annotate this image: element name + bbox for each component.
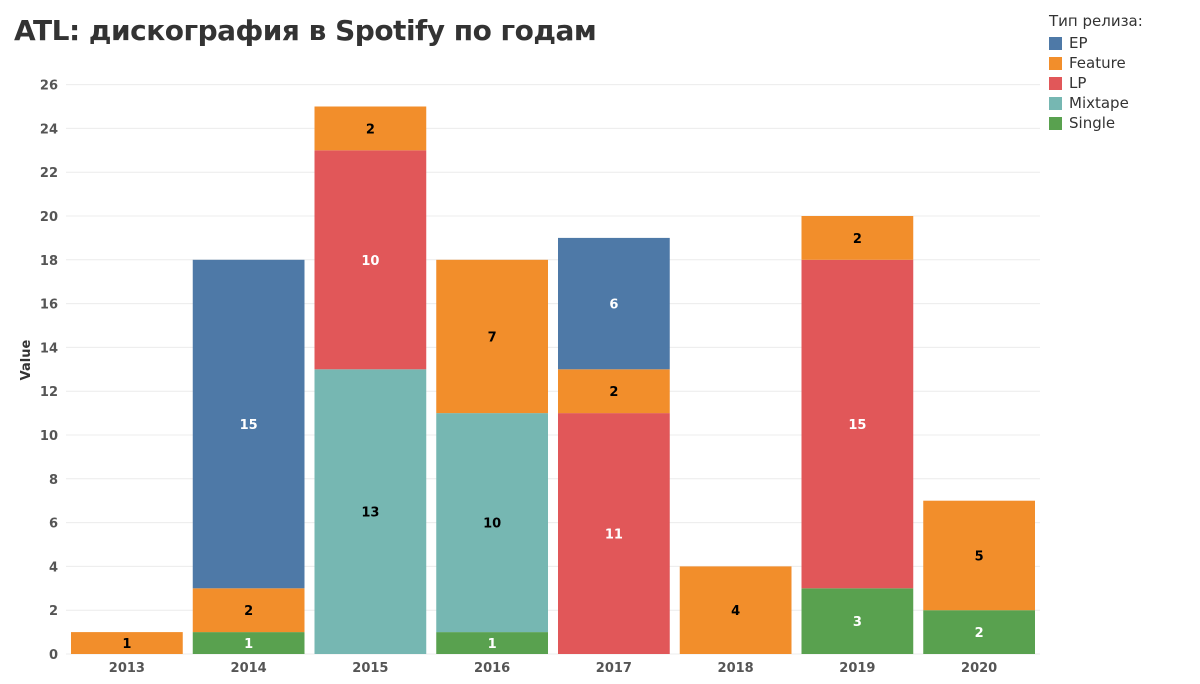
bar-label-2017-lp: 11 [605, 528, 623, 543]
bar-label-2014-ep: 15 [240, 418, 258, 433]
y-tick-label-4: 4 [49, 560, 58, 575]
bar-2013-feature [71, 632, 183, 654]
bar-2014-single [192, 632, 305, 654]
legend: Тип релиза: EP Feature LP Mixtape Single [1049, 12, 1143, 133]
legend-label-mixtape: Mixtape [1069, 94, 1129, 112]
legend-item-lp[interactable]: LP [1049, 73, 1143, 93]
y-tick-label-14: 14 [40, 341, 58, 356]
bar-label-2020-feature: 5 [975, 549, 984, 564]
chart-title: ATL: дискография в Spotify по годам [14, 14, 597, 47]
bar-2017-lp [558, 413, 670, 654]
bar-2015-feature [314, 106, 427, 151]
y-tick-label-26: 26 [40, 79, 58, 94]
legend-swatch-feature [1049, 56, 1062, 70]
x-tick-label-2018: 2018 [718, 661, 754, 676]
bar-label-2019-single: 3 [853, 615, 862, 630]
bar-2019-lp [801, 259, 914, 589]
y-tick-label-24: 24 [40, 122, 58, 137]
legend-label-ep: EP [1069, 34, 1088, 52]
x-tick-label-2017: 2017 [596, 661, 632, 676]
y-tick-label-8: 8 [49, 473, 58, 488]
bar-label-2017-feature: 2 [609, 385, 618, 400]
legend-item-feature[interactable]: Feature [1049, 53, 1143, 73]
bar-2019-feature [801, 216, 914, 260]
bar-label-2016-mixtape: 10 [483, 517, 501, 532]
y-tick-label-0: 0 [49, 648, 58, 663]
bar-label-2014-single: 1 [244, 637, 253, 652]
x-tick-label-2014: 2014 [231, 661, 267, 676]
bar-label-2013-feature: 1 [122, 637, 131, 652]
bar-label-2016-feature: 7 [488, 330, 497, 345]
bar-label-2017-ep: 6 [609, 298, 618, 313]
y-tick-label-22: 22 [40, 166, 58, 181]
y-tick-label-10: 10 [40, 429, 58, 444]
y-tick-label-12: 12 [40, 385, 58, 400]
bar-label-2015-mixtape: 13 [361, 506, 379, 521]
legend-swatch-single [1049, 116, 1062, 130]
bar-label-2015-feature: 2 [366, 122, 375, 137]
y-axis-label: Value [19, 339, 34, 380]
bar-label-2019-lp: 15 [848, 418, 866, 433]
x-tick-label-2019: 2019 [839, 661, 875, 676]
y-tick-label-20: 20 [40, 210, 58, 225]
bar-2017-feature [558, 369, 670, 414]
legend-item-mixtape[interactable]: Mixtape [1049, 93, 1143, 113]
x-tick-label-2013: 2013 [109, 661, 145, 676]
legend-item-single[interactable]: Single [1049, 113, 1143, 133]
bar-2016-feature [436, 259, 548, 414]
bar-2014-feature [192, 588, 305, 633]
bar-label-2018-feature: 4 [731, 604, 740, 619]
y-tick-label-16: 16 [40, 298, 58, 313]
x-tick-label-2015: 2015 [352, 661, 388, 676]
bar-2018-feature [679, 566, 792, 654]
legend-item-ep[interactable]: EP [1049, 33, 1143, 53]
legend-swatch-lp [1049, 76, 1062, 90]
bar-label-2016-single: 1 [488, 637, 497, 652]
bar-label-2020-single: 2 [975, 626, 984, 641]
x-tick-label-2020: 2020 [961, 661, 997, 676]
bar-2020-feature [923, 500, 1035, 611]
legend-title: Тип релиза: [1049, 12, 1143, 30]
y-tick-label-6: 6 [49, 517, 58, 532]
legend-label-lp: LP [1069, 74, 1087, 92]
bar-2020-single [923, 610, 1035, 654]
y-tick-label-2: 2 [49, 604, 58, 619]
legend-swatch-ep [1049, 36, 1062, 50]
bar-label-2019-feature: 2 [853, 232, 862, 247]
bar-2019-single [801, 588, 914, 654]
bar-2015-lp [314, 150, 427, 370]
x-tick-label-2016: 2016 [474, 661, 510, 676]
bar-2016-single [436, 632, 548, 654]
bar-2014-ep [192, 259, 305, 589]
legend-swatch-mixtape [1049, 96, 1062, 110]
bar-2015-mixtape [314, 369, 427, 654]
legend-label-feature: Feature [1069, 54, 1126, 72]
bar-2016-mixtape [436, 413, 548, 633]
y-tick-label-18: 18 [40, 254, 58, 269]
bar-label-2015-lp: 10 [361, 254, 379, 269]
bar-label-2014-feature: 2 [244, 604, 253, 619]
bar-2017-ep [558, 237, 670, 370]
legend-label-single: Single [1069, 114, 1116, 132]
